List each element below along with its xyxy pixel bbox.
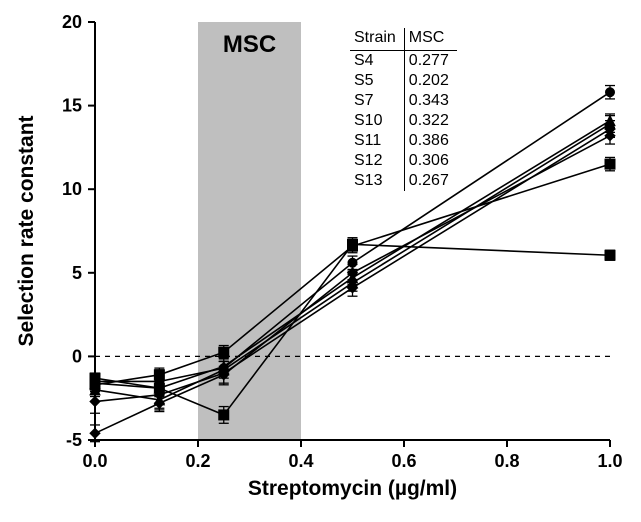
chart-svg: MSC 0.0 0.2 0.4 0.6 0.8 1.0 -5 0 5 10 15 20 Streptomy… [0, 0, 641, 522]
y-tick-label: 10 [62, 179, 82, 199]
cell-msc: 0.277 [404, 51, 457, 72]
y-tick-label: -5 [66, 430, 82, 450]
x-axis-label: Streptomycin (µg/ml) [248, 477, 457, 500]
cell-msc: 0.202 [404, 71, 457, 91]
table-row: S130.267 [350, 171, 457, 191]
msc-table: Strain MSC S40.277S50.202S70.343S100.322… [350, 28, 457, 191]
cell-msc: 0.306 [404, 151, 457, 171]
table-row: S110.386 [350, 131, 457, 151]
cell-msc: 0.343 [404, 91, 457, 111]
chart-container: MSC 0.0 0.2 0.4 0.6 0.8 1.0 -5 0 5 10 15 20 Streptomy… [0, 0, 641, 522]
table-header-strain: Strain [350, 28, 404, 51]
table-row: S100.322 [350, 111, 457, 131]
cell-strain: S11 [350, 131, 404, 151]
y-axis-label: Selection rate constant [15, 115, 38, 346]
cell-msc: 0.322 [404, 111, 457, 131]
msc-band-label: MSC [223, 31, 276, 58]
table-row: S70.343 [350, 91, 457, 111]
x-tick-label: 0.0 [82, 451, 107, 471]
cell-msc: 0.386 [404, 131, 457, 151]
x-tick-label: 0.4 [288, 451, 313, 471]
cell-strain: S7 [350, 91, 404, 111]
cell-msc: 0.267 [404, 171, 457, 191]
table-row: S40.277 [350, 51, 457, 72]
y-tick-label: 5 [72, 263, 82, 283]
cell-strain: S13 [350, 171, 404, 191]
x-tick-label: 0.6 [391, 451, 416, 471]
x-tick-label: 1.0 [597, 451, 622, 471]
cell-strain: S5 [350, 71, 404, 91]
table-row: S50.202 [350, 71, 457, 91]
cell-strain: S10 [350, 111, 404, 131]
y-tick-label: 20 [62, 12, 82, 32]
cell-strain: S12 [350, 151, 404, 171]
x-tick-label: 0.2 [185, 451, 210, 471]
table-header-msc: MSC [404, 28, 457, 51]
y-tick-label: 0 [72, 346, 82, 366]
cell-strain: S4 [350, 51, 404, 72]
x-tick-label: 0.8 [494, 451, 519, 471]
table-row: S120.306 [350, 151, 457, 171]
y-tick-label: 15 [62, 96, 82, 116]
